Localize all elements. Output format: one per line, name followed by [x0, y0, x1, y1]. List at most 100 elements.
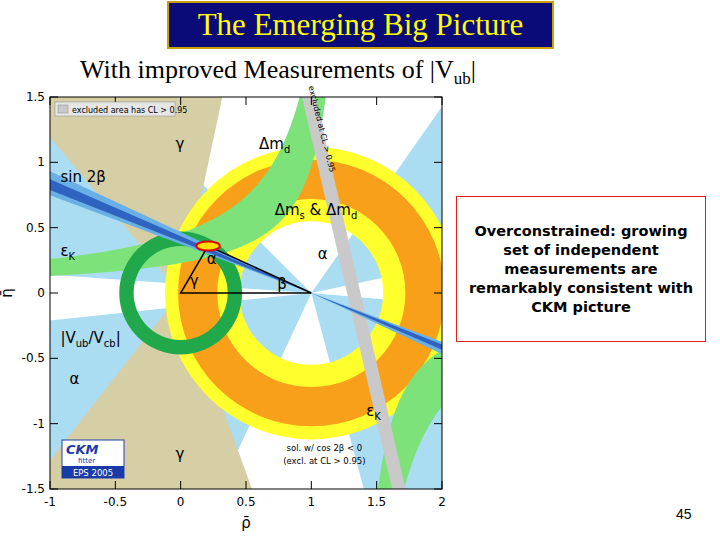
y-tick-label: 0.5: [26, 221, 45, 235]
x-tick-label: 0: [177, 495, 185, 509]
x-tick: [180, 97, 181, 105]
note: sol. w/ cos 2β < 0: [287, 443, 363, 453]
y-tick: [434, 358, 442, 359]
x-tick: [376, 97, 377, 105]
logo-text: EPS 2005: [73, 468, 113, 478]
y-tick-label: 1: [37, 155, 45, 169]
x-tick: [376, 481, 377, 489]
y-tick: [50, 97, 58, 98]
x-tick: [50, 97, 51, 105]
annotation: |Vub/Vcb|: [60, 329, 120, 349]
x-tick-label: 2: [438, 495, 446, 509]
slide-title: The Emerging Big Picture: [167, 1, 554, 49]
annotation-part: d: [351, 210, 357, 221]
legend-swatch: [58, 105, 68, 113]
subtitle-part: |: [471, 55, 476, 84]
annotation-part: ε: [366, 402, 374, 420]
annotation-part: α: [207, 250, 217, 268]
regions: [50, 97, 442, 489]
annotation: α: [207, 250, 217, 268]
x-tick: [442, 97, 443, 105]
annotation: γ: [175, 445, 184, 463]
annotation-part: γ: [175, 135, 184, 153]
plot-frame: [50, 97, 442, 489]
y-tick: [434, 293, 442, 294]
annotation-part: cb: [104, 338, 116, 349]
y-tick-label: 0: [37, 286, 45, 300]
annotation-part: |: [116, 329, 121, 347]
annotation: sin 2β: [60, 168, 105, 186]
x-tick: [311, 481, 312, 489]
annotation-part: γ: [175, 445, 184, 463]
y-tick: [434, 423, 442, 424]
annotation: β: [277, 275, 287, 293]
annotation-part: |V: [60, 329, 76, 347]
unitarity-triangle: [181, 246, 312, 293]
logo: CKMfitter EPS 2005: [62, 440, 124, 478]
subtitle-part: With improved Measurements of |V: [80, 55, 454, 84]
y-tick: [434, 227, 442, 228]
logo-band: [62, 466, 124, 478]
x-tick: [180, 481, 181, 489]
legend-text: excluded area has CL > 0.95: [72, 106, 187, 115]
annotation-part: & Δm: [305, 201, 351, 219]
annotation-part: ε: [60, 242, 68, 260]
logo-text: CKM: [66, 442, 99, 457]
band-region: [50, 97, 442, 489]
annotation-part: d: [284, 144, 290, 155]
legend: excluded area has CL > 0.95: [55, 102, 187, 116]
annulus-region: [178, 160, 442, 427]
x-tick: [246, 97, 247, 105]
annotation-part: β: [277, 275, 287, 293]
annotation: α: [318, 245, 328, 263]
y-tick: [50, 489, 58, 490]
annotation: εK: [366, 402, 381, 422]
x-tick-label: 1.5: [367, 495, 386, 509]
note: (excl. at CL > 0.95): [283, 456, 365, 466]
x-tick: [50, 481, 51, 489]
hyperbola-region: [50, 97, 347, 276]
y-tick-label: 1.5: [26, 90, 45, 104]
wedge-region: [50, 97, 311, 293]
y-tick: [434, 162, 442, 163]
x-tick: [246, 481, 247, 489]
x-tick: [115, 481, 116, 489]
x-axis-label: ρ̄: [241, 514, 251, 532]
annotation-part: K: [69, 251, 76, 262]
wedge-region: [50, 97, 311, 293]
y-tick: [50, 358, 58, 359]
annotation: γ: [175, 135, 184, 153]
x-tick-label: 0.5: [236, 495, 255, 509]
annotation-part: α: [70, 370, 80, 388]
y-tick: [434, 489, 442, 490]
annotation-part: Δm: [275, 201, 300, 219]
annotation: γ: [190, 272, 199, 290]
annotation-part: sin 2β: [60, 168, 105, 186]
y-tick-label: -1: [33, 417, 45, 431]
annotation-part: /V: [88, 329, 104, 347]
y-tick-label: -0.5: [22, 351, 45, 365]
chart: -1-0.500.511.52-1.5-1-0.500.511.5ρ̄η̄γΔm…: [0, 0, 720, 540]
annotation-part: ub: [76, 338, 89, 349]
y-tick: [50, 162, 58, 163]
y-tick: [434, 97, 442, 98]
subtitle-part: ub: [454, 69, 471, 88]
y-tick-label: -1.5: [22, 482, 45, 496]
x-tick-label: -0.5: [104, 495, 127, 509]
annotation: α: [70, 370, 80, 388]
annotation-part: α: [318, 245, 328, 263]
subtitle: With improved Measurements of |Vub|: [80, 55, 476, 89]
annotation: Δms & Δmd: [275, 201, 358, 221]
y-axis-label: η̄: [0, 288, 16, 298]
y-tick: [50, 293, 58, 294]
annotation-part: K: [374, 411, 381, 422]
band-label: excluded at CL > 0.95: [306, 85, 336, 173]
annulus-region: [165, 147, 442, 440]
annotation: Δmd: [259, 135, 290, 155]
logo-text: fitter: [78, 457, 95, 465]
y-tick: [50, 423, 58, 424]
callout-box: Overconstrained: growing set of independ…: [456, 196, 706, 342]
y-tick: [50, 227, 58, 228]
annotation: εK: [60, 242, 75, 262]
x-tick: [442, 481, 443, 489]
